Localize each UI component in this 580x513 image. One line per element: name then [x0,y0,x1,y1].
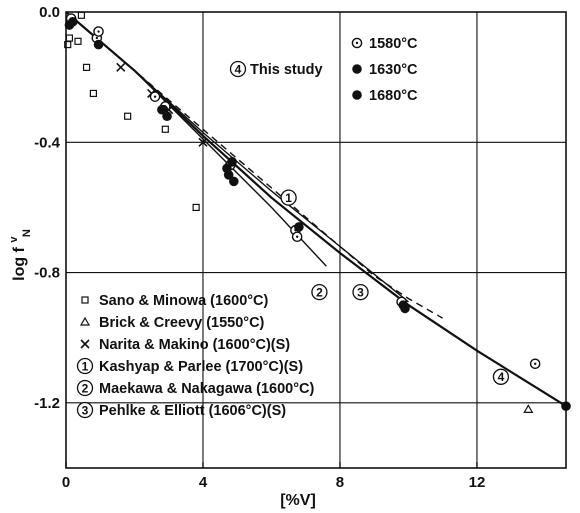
point-square [82,63,91,71]
point-filled-circle [227,157,237,167]
y-axis-label-subscript: N [21,229,33,237]
legend-symbol [81,296,89,304]
study-legend-temperature: 1580°C [369,36,418,52]
point-circle-dot [149,91,161,102]
y-axis-label: log f v N [4,229,33,281]
legend-symbol: 2 [76,379,94,397]
legend-symbol [79,316,91,326]
legend-entry: Pehlke & Elliott (1606°C)(S) [99,403,286,419]
x-tick-label: 8 [336,474,344,491]
svg-text:2: 2 [316,285,323,299]
study-legend-marker: 4 [229,60,247,78]
legend-symbol: 1 [76,357,94,375]
y-axis-label-main: log f [11,246,28,280]
y-tick-label: -0.8 [34,265,60,282]
svg-text:1: 1 [285,191,292,205]
study-legend-temperature: 1630°C [369,62,418,78]
study-legend-label: This study [250,62,323,78]
legend-entry: Narita & Makino (1600°C)(S) [99,337,290,353]
point-filled-circle [162,111,172,122]
point-filled-circle [294,222,304,232]
y-tick-label: -0.4 [34,134,61,151]
study-legend-symbol [352,90,362,100]
point-cross [116,62,126,72]
study-legend-temperature: 1680°C [369,88,418,104]
study-legend-symbol [352,64,362,74]
point-filled-circle [93,39,104,50]
curve-label-3: 3 [352,283,369,301]
legend-symbol: 3 [76,401,94,419]
svg-text:2: 2 [82,381,89,395]
point-filled-circle [68,16,78,27]
point-filled-circle [229,176,239,187]
study-legend: 1580°C 1630°C 1680°C 4 This study [229,36,418,104]
point-cross [198,137,208,147]
point-circle-dot [291,231,303,243]
curve-labels: 1 2 3 4 [280,189,510,385]
curve-label-1: 1 [280,189,297,206]
point-square [89,89,97,98]
point-square [74,37,82,45]
gridlines [66,12,566,468]
legend-entry: Brick & Creevy (1550°C) [99,315,265,331]
x-tick-label: 4 [199,474,208,491]
svg-text:4: 4 [235,62,242,76]
data-points [64,11,571,413]
x-tick-label: 12 [469,474,486,491]
y-tick-label: 0.0 [39,4,60,21]
svg-text:3: 3 [357,285,364,299]
axis-ticks: 0 4 8 120.0-0.4-0.8-1.2 [34,4,485,491]
x-tick-label: 0 [62,474,70,491]
curve-line-2 [65,11,327,267]
point-square [192,203,200,212]
point-filled-circle [157,104,167,115]
point-filled-circle [400,303,410,314]
legend-entry: Kashyap & Parlee (1700°C)(S) [99,359,303,375]
point-square [77,11,86,19]
curve-lines [65,11,567,408]
svg-text:3: 3 [82,403,89,417]
point-square [65,34,74,42]
svg-text:4: 4 [498,370,505,384]
svg-text:1: 1 [82,359,89,373]
x-axis-label: [%V] [280,492,316,509]
legend-entry: Maekawa & Nakagawa (1600°C) [99,381,315,397]
y-axis-label-superscript: v [8,236,20,243]
legend-entry: Sano & Minowa (1600°C) [99,293,269,309]
legend: Sano & Minowa (1600°C) Brick & Creevy (15… [76,293,315,419]
point-filled-circle [222,163,232,174]
point-square [161,125,169,133]
point-square [124,112,132,120]
curve-line-4 [65,11,567,408]
point-circle-dot [529,358,541,370]
point-triangle [523,404,534,413]
curve-label-2: 2 [311,283,328,301]
study-legend-symbol [351,37,363,49]
legend-symbol [80,339,90,349]
plot-frame [65,11,567,469]
y-tick-label: -1.2 [34,395,60,412]
svg-text:log f v N: log f v N [4,229,33,281]
curve-label-4: 4 [492,368,510,385]
point-circle-dot [93,26,104,37]
